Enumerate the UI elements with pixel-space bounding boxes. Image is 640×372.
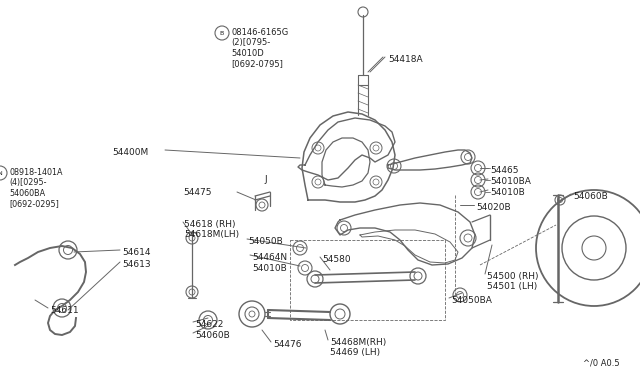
Text: 54050BA: 54050BA bbox=[451, 296, 492, 305]
Text: 54020B: 54020B bbox=[476, 203, 511, 212]
Text: ^/0 A0.5: ^/0 A0.5 bbox=[583, 358, 620, 367]
Text: 54611: 54611 bbox=[50, 306, 79, 315]
Text: 54400M: 54400M bbox=[112, 148, 148, 157]
Text: 54618 (RH)
54618M(LH): 54618 (RH) 54618M(LH) bbox=[184, 220, 239, 240]
Text: 54614: 54614 bbox=[122, 248, 150, 257]
Text: 54050B: 54050B bbox=[248, 237, 283, 246]
Text: B: B bbox=[220, 31, 224, 36]
Text: 54418A: 54418A bbox=[388, 55, 422, 64]
Text: 54476: 54476 bbox=[273, 340, 301, 349]
Text: N: N bbox=[0, 171, 3, 176]
Text: 54580: 54580 bbox=[322, 255, 351, 264]
Text: 08918-1401A
(4)[0295-
54060BA
[0692-0295]: 08918-1401A (4)[0295- 54060BA [0692-0295… bbox=[9, 168, 63, 208]
Text: 08146-6165G
(2)[0795-
54010D
[0692-0795]: 08146-6165G (2)[0795- 54010D [0692-0795] bbox=[231, 28, 288, 68]
Text: 54010B: 54010B bbox=[252, 264, 287, 273]
Text: 54475: 54475 bbox=[183, 188, 211, 197]
Text: J: J bbox=[264, 175, 267, 184]
Text: 54060B: 54060B bbox=[573, 192, 608, 201]
Text: 54465: 54465 bbox=[490, 166, 518, 175]
Text: 54010BA: 54010BA bbox=[490, 177, 531, 186]
Text: 54010B: 54010B bbox=[490, 188, 525, 197]
Text: 54500 (RH)
54501 (LH): 54500 (RH) 54501 (LH) bbox=[487, 272, 538, 291]
Bar bbox=[290, 240, 445, 320]
Text: 54060B: 54060B bbox=[195, 331, 230, 340]
Text: 54613: 54613 bbox=[122, 260, 150, 269]
Text: 54622: 54622 bbox=[195, 320, 223, 329]
Text: 54464N: 54464N bbox=[252, 253, 287, 262]
Text: 54468M(RH)
54469 (LH): 54468M(RH) 54469 (LH) bbox=[330, 338, 387, 357]
